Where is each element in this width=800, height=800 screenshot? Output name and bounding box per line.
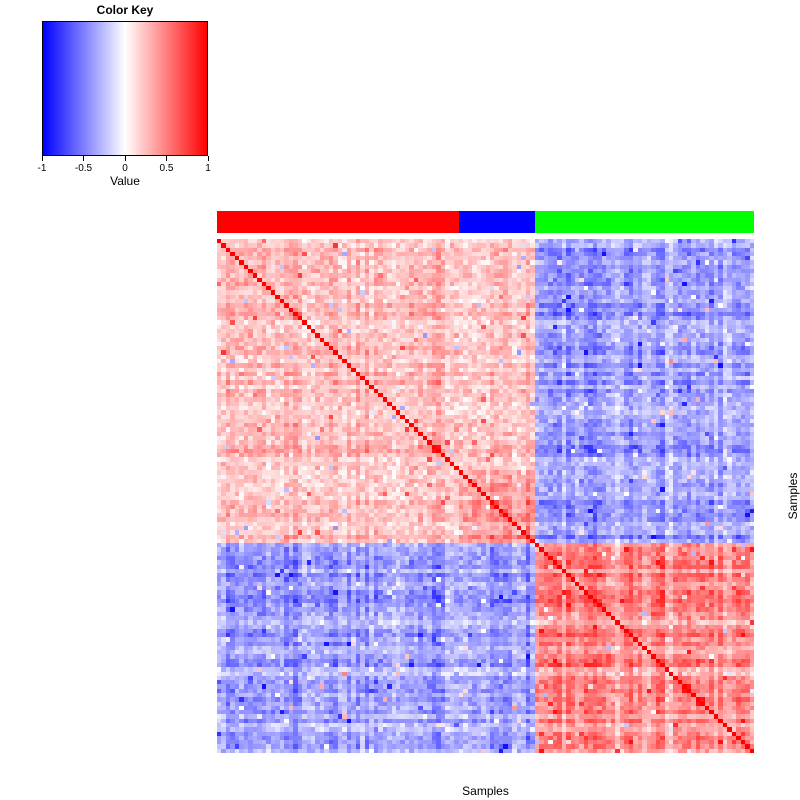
x-axis-label: Samples bbox=[462, 784, 509, 798]
column-group-segment-group-2 bbox=[458, 211, 535, 233]
y-axis-label: Samples bbox=[786, 472, 800, 520]
column-group-segment-group-1 bbox=[217, 211, 459, 233]
color-key-tick-labels: -1 -0.5 0 0.5 1 bbox=[38, 163, 211, 175]
color-key-tick-label: -0.5 bbox=[74, 163, 93, 174]
color-key-tickmark bbox=[41, 156, 43, 161]
color-key-tick-label: -1 bbox=[37, 163, 47, 174]
color-key-axis-label: Value bbox=[110, 174, 140, 188]
color-key-tickmark bbox=[166, 156, 167, 161]
color-key-tickmark bbox=[207, 156, 209, 161]
color-key-gradient bbox=[42, 21, 208, 156]
color-key-tickmark bbox=[124, 156, 126, 161]
color-key-tick-label: 1 bbox=[205, 163, 211, 174]
color-key-tick-label: 0.5 bbox=[159, 163, 174, 174]
correlation-heatmap bbox=[217, 239, 754, 753]
column-group-segment-group-3 bbox=[534, 211, 754, 233]
color-key-tickmarks bbox=[41, 156, 209, 161]
color-key-tick-label: 0 bbox=[122, 163, 128, 174]
color-key-title: Color Key bbox=[96, 3, 154, 17]
color-key-tickmark bbox=[83, 156, 84, 161]
column-side-colors-bar bbox=[217, 211, 754, 233]
